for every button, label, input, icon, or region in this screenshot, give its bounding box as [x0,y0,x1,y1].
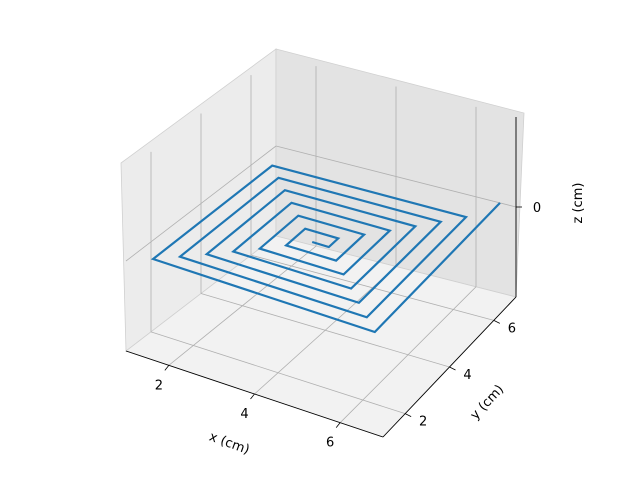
y-tick-label: 4 [463,368,471,383]
x-tick [335,422,341,428]
y-gridline [150,331,406,415]
x-tick-label: 6 [326,436,334,451]
y-tick [404,413,412,418]
y-tick-label: 2 [419,415,427,430]
spiral-series-line [150,164,501,334]
y-tick-label: 6 [508,321,516,336]
y-axis-label: y (cm) [468,382,507,423]
y-tick [449,366,456,371]
tick-labels: 2 4 6 2 4 6 0 [155,201,541,451]
z-axis-label: z (cm) [571,183,586,224]
tick-marks [164,206,522,428]
y-tick [493,319,501,324]
z-gridline [275,145,517,208]
x-axis-label: x (cm) [207,430,251,458]
x-tick [250,393,255,400]
y-gridline [250,254,494,321]
x-tick [164,365,170,371]
series-layer [150,164,501,334]
x-tick-label: 4 [240,407,248,422]
x-tick-label: 2 [155,378,163,393]
z-tick-label: 0 [533,201,541,216]
grid-lines [125,66,517,423]
y-gridline [200,293,450,368]
z-gridline [125,145,277,262]
